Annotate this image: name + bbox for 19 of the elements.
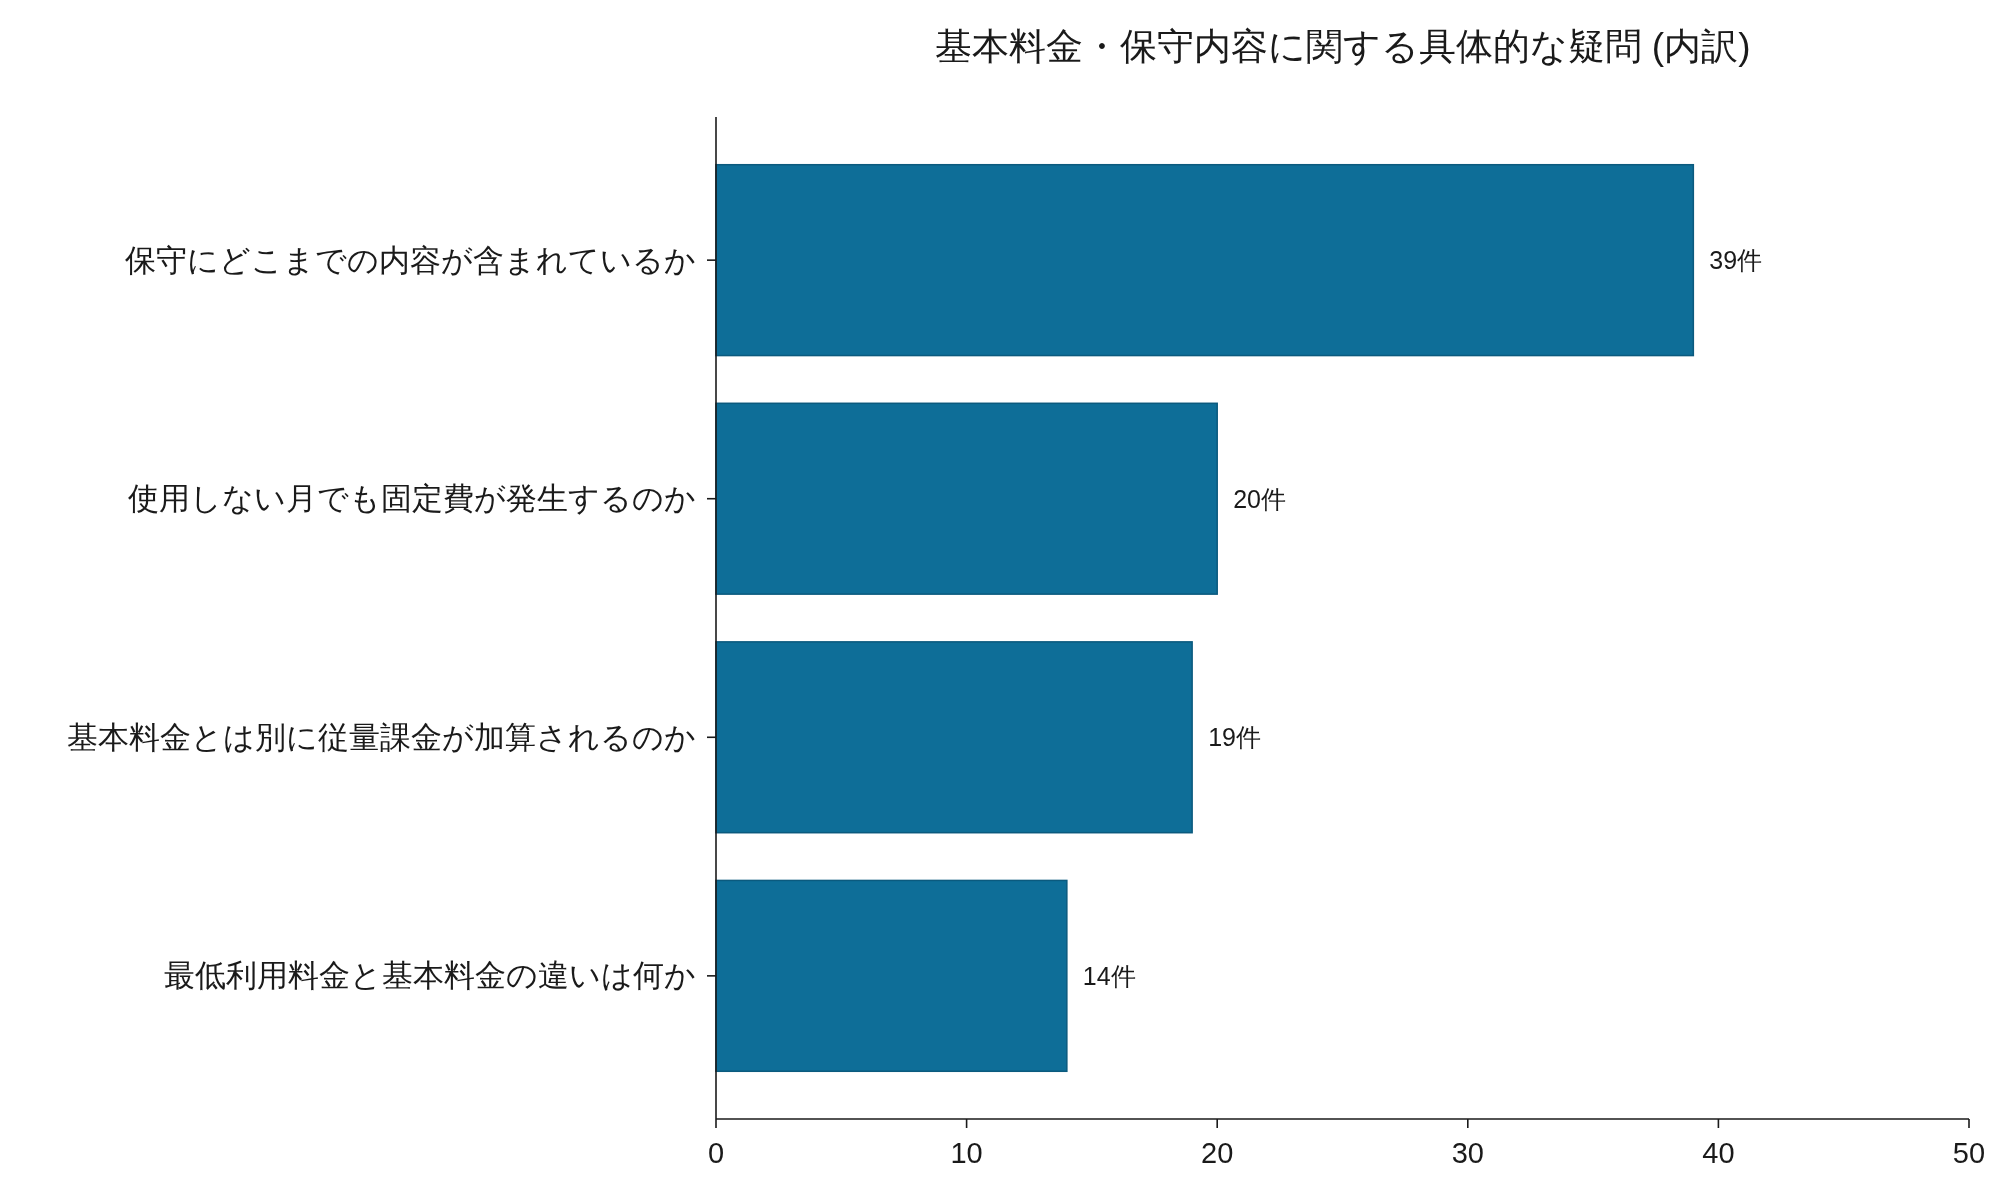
x-tick-label: 50 xyxy=(1952,1137,1986,1169)
data-label: 19件 xyxy=(1208,723,1261,752)
bar xyxy=(715,402,1218,595)
x-tick-label: 20 xyxy=(1201,1137,1234,1169)
x-tick-label: 10 xyxy=(950,1137,983,1169)
x-tick-label: 40 xyxy=(1702,1137,1735,1169)
x-tick-label: 0 xyxy=(707,1137,725,1169)
bar xyxy=(715,641,1193,834)
data-label: 39件 xyxy=(1709,246,1763,275)
bar xyxy=(715,879,1068,1073)
y-tick-label: 基本料金とは別に従量課金が加算されるのか xyxy=(67,719,696,755)
bar xyxy=(715,163,1695,357)
y-tick-label: 保守にどこまでの内容が含まれているか xyxy=(125,242,696,278)
data-label: 14件 xyxy=(1082,961,1136,990)
x-tick-label: 30 xyxy=(1451,1137,1484,1169)
data-label: 20件 xyxy=(1233,484,1287,513)
y-tick-label: 最低利用料金と基本料金の違いは何か xyxy=(164,958,696,994)
title: 基本料金・保守内容に関する具体的な疑問 (内訳) xyxy=(934,26,1751,67)
y-tick-label: 使用しない月でも固定費が発生するのか xyxy=(128,481,696,517)
